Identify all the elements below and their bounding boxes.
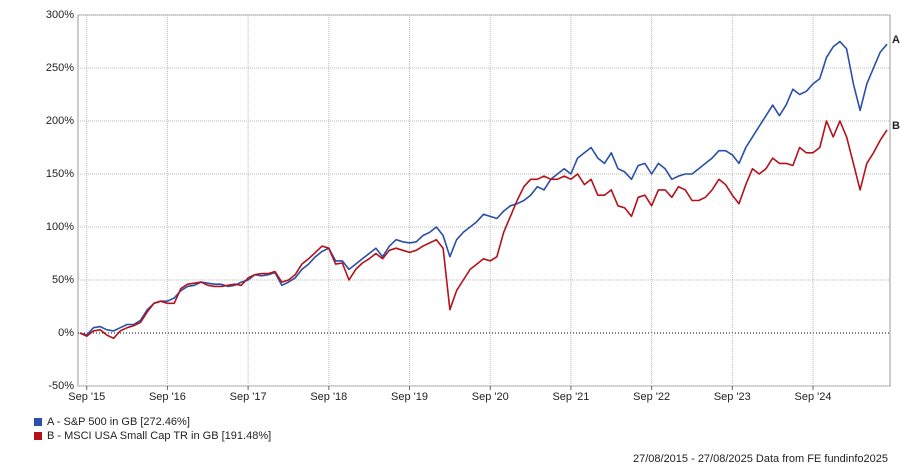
end-label: A (892, 34, 900, 46)
y-tick-label: 150% (46, 168, 74, 180)
y-tick-label: 300% (46, 9, 74, 21)
series-line (79, 40, 888, 336)
x-tick-label: Sep '24 (795, 391, 832, 403)
end-label: B (892, 120, 900, 132)
x-tick-label: Sep '22 (633, 391, 670, 403)
y-tick-label: -50% (48, 380, 74, 392)
plot-frame (77, 14, 891, 387)
x-tick-label: Sep '21 (552, 391, 589, 403)
x-tick-label: Sep '15 (68, 391, 105, 403)
x-tick-label: Sep '20 (472, 391, 509, 403)
legend-label: B - MSCI USA Small Cap TR in GB [191.48%… (47, 430, 271, 442)
x-tick-label: Sep '19 (391, 391, 428, 403)
x-tick-label: Sep '18 (310, 391, 347, 403)
x-tick-label: Sep '16 (149, 391, 186, 403)
legend-swatch (34, 432, 42, 440)
x-tick-label: Sep '17 (230, 391, 267, 403)
y-tick-label: 250% (46, 62, 74, 74)
legend-swatch (34, 418, 42, 426)
y-tick-label: 50% (52, 274, 74, 286)
legend-label: A - S&P 500 in GB [272.46%] (47, 416, 190, 428)
y-tick-label: 0% (58, 327, 74, 339)
y-tick-label: 200% (46, 115, 74, 127)
footer: 27/08/2015 - 27/08/2025 Data from FE fun… (633, 453, 888, 465)
x-tick-label: Sep '23 (714, 391, 751, 403)
y-tick-label: 100% (46, 221, 74, 233)
series-line (79, 120, 888, 340)
